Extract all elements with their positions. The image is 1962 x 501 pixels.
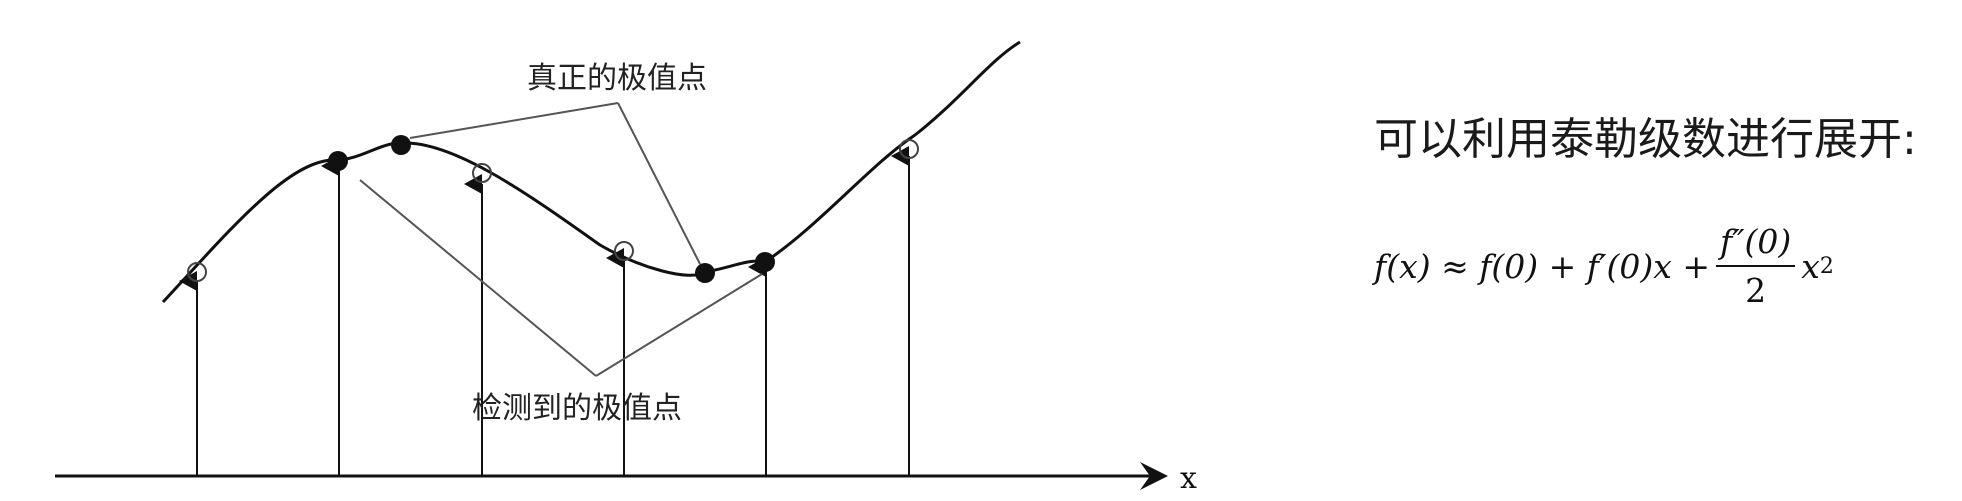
true-label-leaders bbox=[409, 102, 701, 265]
sample-circle-1 bbox=[187, 262, 207, 282]
formula-tail: x bbox=[1801, 246, 1820, 286]
x-axis-label: x bbox=[1180, 461, 1197, 496]
formula-lhs: f(x) ≈ f(0) + f′(0)x + bbox=[1374, 246, 1710, 286]
detected-extremum-label: 检测到的极值点 bbox=[472, 391, 682, 426]
formula-frac-num: f″(0) bbox=[1716, 222, 1796, 267]
formula-exponent: 2 bbox=[1819, 253, 1834, 279]
sample-circle-6 bbox=[899, 139, 919, 159]
formula-fraction: f″(0) 2 bbox=[1716, 222, 1796, 310]
x-axis-arrowhead bbox=[1140, 462, 1168, 490]
detected-label-leaders bbox=[359, 179, 763, 377]
detected-max-point bbox=[328, 151, 348, 171]
extremum-diagram: x 真正的极值点 检测到的极值点 bbox=[55, 40, 1197, 496]
sample-circle-4 bbox=[614, 241, 634, 261]
detected-min-point bbox=[755, 252, 775, 272]
sample-lines bbox=[179, 146, 910, 476]
sample-circle-3 bbox=[472, 163, 492, 183]
true-max-point bbox=[391, 135, 411, 155]
true-extremum-label: 真正的极值点 bbox=[527, 61, 707, 96]
true-min-point bbox=[695, 263, 715, 283]
formula-frac-den: 2 bbox=[1745, 271, 1767, 310]
taylor-expansion-title: 可以利用泰勒级数进行展开: bbox=[1374, 114, 1917, 165]
sample-circles bbox=[187, 139, 919, 282]
